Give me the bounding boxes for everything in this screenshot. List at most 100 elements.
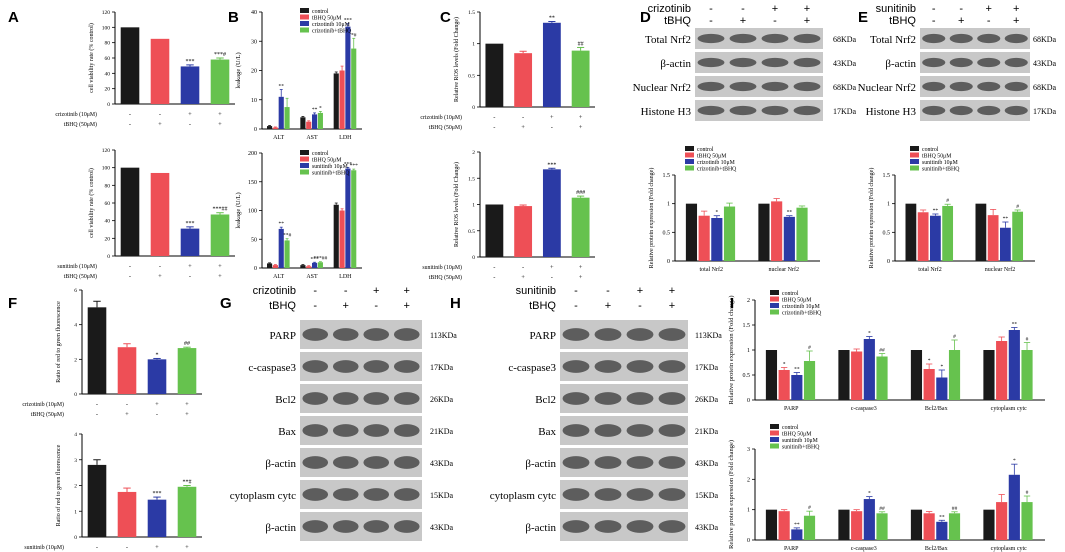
treatment-label: tBHQ (50μM) [64,121,97,128]
significance-mark: **# [183,480,192,486]
bar [120,27,140,104]
x-tick-label: cytoplasm cytc [991,546,1027,552]
legend-entry: tBHQ 50μM [922,153,951,159]
y-tick-label: 4 [74,323,77,329]
lane-sign: - [773,15,777,27]
treatment-sign: + [185,411,189,418]
bar [1021,502,1033,540]
treatment-sign: - [493,274,495,281]
blot-band [761,81,789,92]
blot-size-label: 17KDa [1033,107,1057,116]
y-tick-label: 1.5 [468,10,475,16]
blot-band [562,488,590,501]
lane-sign: - [932,3,936,15]
legend-entry: control [782,425,799,431]
bar [267,126,273,129]
legend-swatch [910,152,919,158]
x-tick-label: nuclear Nrf2 [985,266,1015,273]
blot-band [393,328,420,341]
legend-swatch [770,290,779,295]
blot-band [363,520,390,533]
legend-entry: crizotinib 10μM [312,22,350,28]
y-tick-label: 40 [105,219,111,225]
blot-band [697,81,725,92]
bar [333,204,339,268]
lane-sign: + [986,3,992,15]
blot-band [393,520,420,533]
y-axis-label: Ratio of red to green fluorescence [55,444,62,526]
blot-band [562,328,590,341]
blot-drug-label: crizotinib [648,3,691,15]
y-tick-label: 2 [747,477,750,483]
blot-band [562,520,590,533]
y-tick-label: 3 [747,447,750,453]
x-tick-label: AST [306,135,318,141]
bar [1021,350,1033,400]
legend-swatch [685,159,694,164]
treatment-label: tBHQ (50μM) [429,124,462,131]
bar [147,359,167,394]
significance-mark: * [940,364,943,370]
blot-band [363,424,390,437]
blot-strip [695,28,823,49]
blot-tbhq-label: tBHQ [269,300,296,312]
significance-mark: *** [344,18,353,24]
y-tick-label: 1.5 [743,323,751,329]
y-tick-label: 120 [102,10,111,16]
significance-mark: ** [278,84,284,90]
y-tick-label: 80 [105,41,111,47]
treatment-sign: + [550,264,554,271]
bar [312,114,318,129]
blot-band [332,520,359,533]
y-tick-label: 2 [472,150,475,156]
blot-band [977,105,1001,116]
treatment-label: crizotinib (10μM) [22,401,64,408]
bar [838,350,850,400]
blot-band [793,81,821,92]
treatment-sign: - [96,544,98,551]
blot-band [697,57,725,68]
blot-band [302,360,329,373]
lane-sign: - [313,285,317,297]
legend-entry: tBHQ 50μM [697,153,726,159]
y-tick-label: 60 [105,56,111,62]
y-tick-label: 1 [667,202,670,208]
significance-mark: ** [933,208,939,214]
bar [803,361,816,400]
legend-swatch [685,146,694,151]
legend-entry: control [312,151,329,157]
blot-band [393,360,420,373]
legend-swatch [770,443,779,449]
blot-band [977,81,1001,92]
y-tick-label: 20 [105,87,111,93]
treatment-sign: + [579,264,583,271]
legend-entry: sunitinib 10μM [922,160,958,166]
y-tick-label: 0.5 [468,73,475,79]
bar [758,203,770,261]
treatment-sign: + [218,273,222,280]
significance-mark: *** [186,221,195,227]
bar [1012,211,1024,261]
significance-mark: * [868,491,871,497]
bar [923,369,935,400]
blot-band [658,424,686,437]
significance-mark: *** [310,256,319,262]
bar [876,356,888,400]
bar [983,509,995,540]
treatment-sign: + [550,114,554,121]
lane-sign: - [638,300,642,312]
treatment-sign: + [218,121,222,128]
y-axis-label: cell viability rate (% control) [88,168,95,238]
legend-swatch [770,424,779,429]
treatment-sign: - [126,401,128,408]
significance-mark: ## [184,341,190,347]
y-tick-label: 80 [105,183,111,189]
bar [485,204,504,257]
legend-entry: crizotinib+tBHQ [312,28,352,34]
bar [765,509,778,540]
x-tick-label: cytoplasm cytc [991,406,1027,412]
treatment-sign: + [125,411,129,418]
lane-sign: + [804,15,810,27]
bar [306,266,312,268]
